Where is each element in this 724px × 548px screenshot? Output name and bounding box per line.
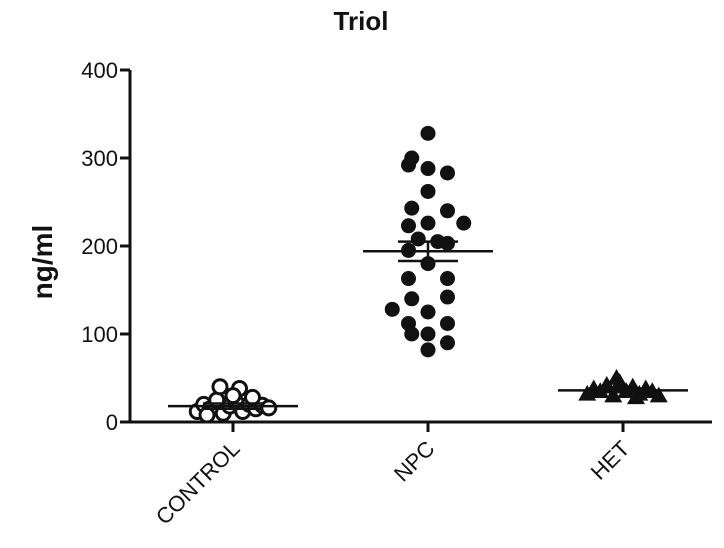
chart-title: Triol xyxy=(334,6,389,36)
data-point-npc xyxy=(440,165,455,181)
x-tick-label: HET xyxy=(586,436,635,485)
data-point-npc xyxy=(401,271,416,287)
y-tick-label: 100 xyxy=(81,322,118,347)
data-point-npc xyxy=(440,315,455,331)
y-axis-label: ng/ml xyxy=(27,225,58,300)
y-ticks: 0 100 200 300 400 xyxy=(81,58,130,435)
data-point-het xyxy=(649,386,668,403)
data-point-npc xyxy=(440,271,455,287)
data-point-npc xyxy=(440,203,455,219)
data-point-npc xyxy=(420,125,436,141)
mean-sem-bars xyxy=(168,240,688,411)
data-point-het xyxy=(627,388,645,405)
axes xyxy=(128,70,712,424)
data-point-npc xyxy=(401,157,416,173)
data-point-npc xyxy=(456,215,472,231)
data-point-npc xyxy=(384,301,400,317)
data-point-control xyxy=(260,399,278,417)
data-point-npc xyxy=(420,183,436,199)
data-point-npc xyxy=(440,289,455,305)
data-point-npc xyxy=(404,200,420,216)
data-point-control xyxy=(244,388,261,406)
data-point-npc xyxy=(440,335,455,351)
data-point-npc xyxy=(404,326,420,342)
data-point-npc xyxy=(420,161,436,177)
data-point-npc xyxy=(440,235,455,251)
x-tick-label: NPC xyxy=(389,436,440,487)
data-point-npc xyxy=(401,218,416,234)
data-point-control xyxy=(198,406,216,424)
x-tick-label: CONTROL xyxy=(151,436,245,530)
y-tick-label: 300 xyxy=(81,146,118,171)
data-point-control xyxy=(211,378,229,396)
data-point-npc xyxy=(420,342,436,358)
data-point-control xyxy=(224,387,242,405)
data-point-het xyxy=(607,369,626,385)
data-point-npc xyxy=(410,231,426,247)
y-tick-label: 200 xyxy=(81,234,118,259)
y-tick-label: 0 xyxy=(106,410,118,435)
data-point-npc xyxy=(420,326,436,342)
data-point-npc xyxy=(420,304,436,320)
data-marks xyxy=(188,125,668,424)
data-point-npc xyxy=(404,291,420,307)
data-point-npc xyxy=(420,215,436,231)
y-tick-label: 400 xyxy=(81,58,118,83)
data-point-het xyxy=(604,386,623,403)
x-categories: CONTROL NPC HET xyxy=(151,422,635,530)
